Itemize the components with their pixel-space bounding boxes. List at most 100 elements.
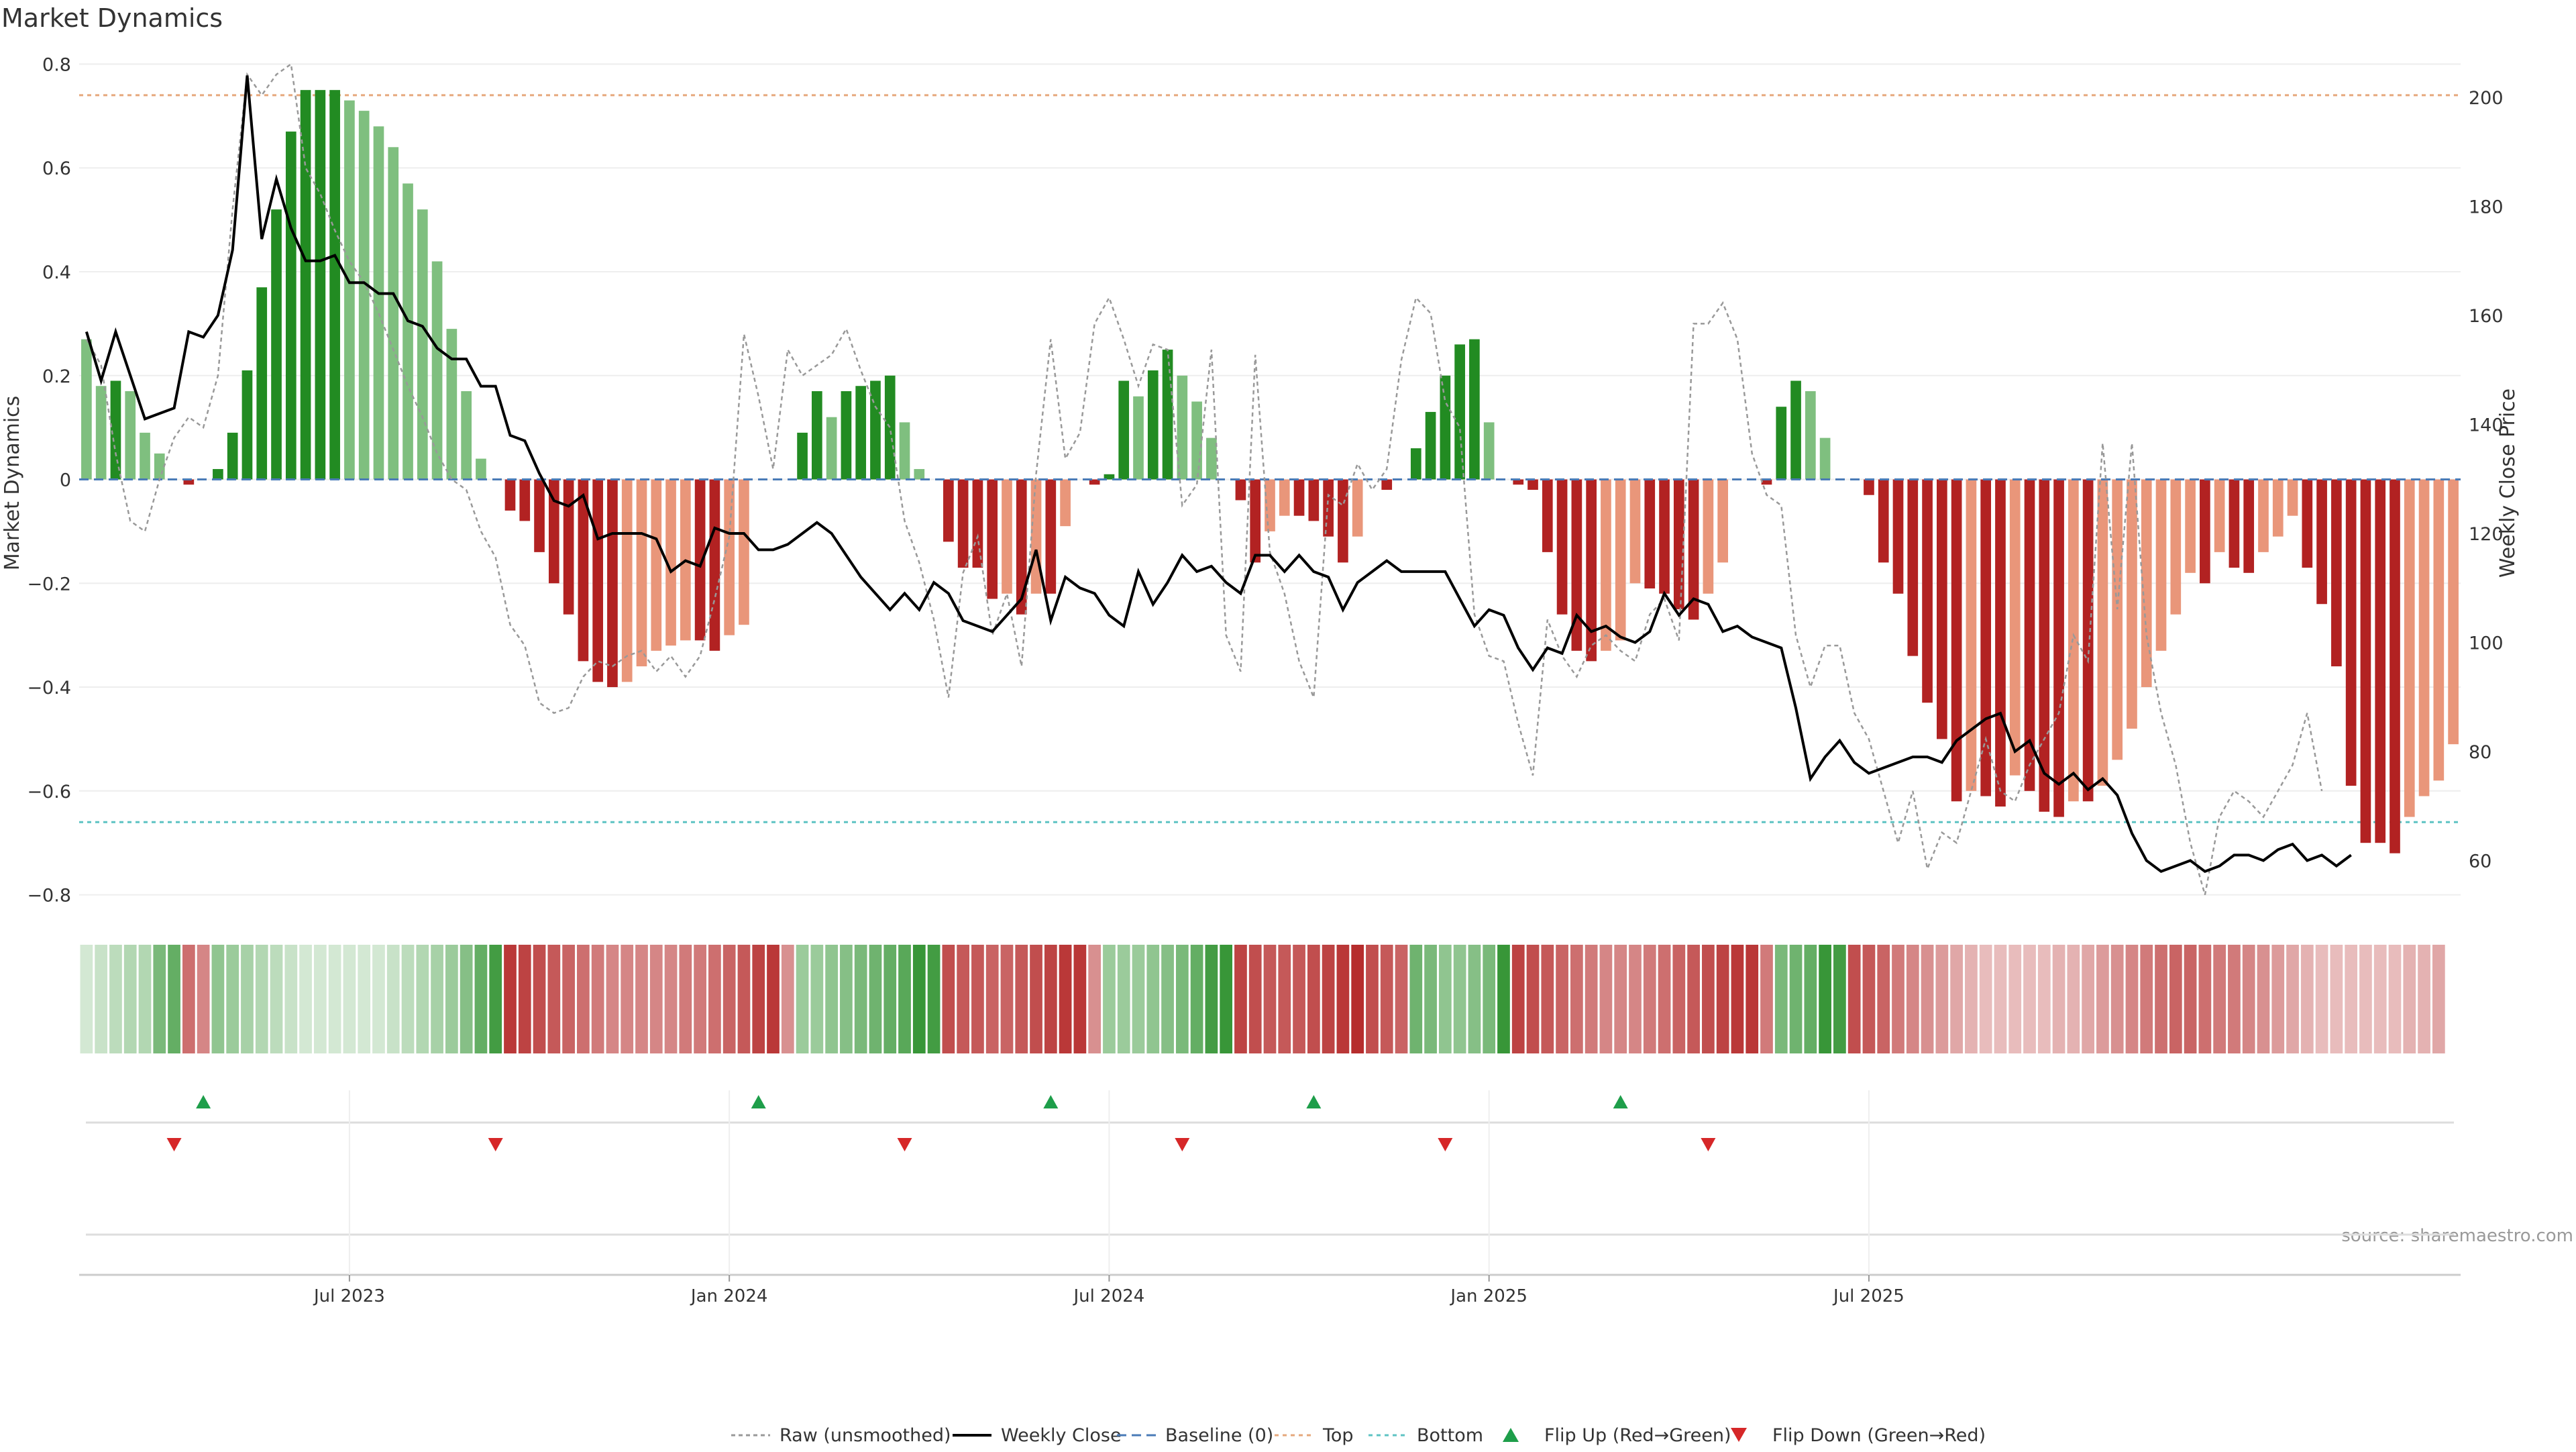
strip-cell: [255, 945, 268, 1053]
strip-cell: [226, 945, 239, 1053]
bar: [125, 391, 136, 480]
strip-cell: [1746, 945, 1759, 1053]
bar: [1937, 479, 1947, 739]
bar: [329, 90, 340, 480]
strip-cell: [942, 945, 955, 1053]
y-axis-label: Market Dynamics: [1, 396, 24, 571]
strip-cell: [2257, 945, 2270, 1053]
raw-series-line: [85, 62, 2323, 895]
y2-tick-label: 100: [2469, 633, 2504, 654]
strip-cell: [2023, 945, 2036, 1053]
strip-cell: [985, 945, 999, 1053]
source-note: source: sharemaestro.com: [2341, 1226, 2573, 1246]
strip-cell: [1424, 945, 1437, 1053]
strip-cell: [2286, 945, 2299, 1053]
strip-cell: [1541, 945, 1554, 1053]
bar: [1673, 479, 1684, 609]
strip-cell: [1511, 945, 1525, 1053]
bar: [2039, 479, 2050, 812]
bar: [2214, 479, 2225, 552]
strip-cell: [1293, 945, 1305, 1053]
bar: [592, 479, 603, 682]
strip-cell: [1979, 945, 1992, 1053]
bar: [1513, 479, 1524, 485]
y-tick-label: −0.6: [27, 782, 71, 802]
strip-cell: [1351, 945, 1364, 1053]
strip-cell: [957, 945, 970, 1053]
bar: [1440, 375, 1451, 480]
strip-cell: [2213, 945, 2226, 1053]
bar: [1352, 479, 1363, 537]
y2-tick-label: 80: [2469, 742, 2491, 763]
bar: [358, 111, 370, 480]
bar: [665, 479, 676, 646]
bar: [1469, 339, 1480, 480]
strip-cell: [1599, 945, 1613, 1053]
strip-cell: [1847, 945, 1861, 1053]
strip-cell: [1556, 945, 1568, 1053]
strip-cell: [840, 945, 853, 1053]
strip-cell: [1132, 945, 1145, 1053]
bar: [1556, 479, 1568, 615]
bar: [2053, 479, 2064, 817]
strip-cell: [796, 945, 809, 1053]
strip-cell: [123, 945, 137, 1053]
bar: [651, 479, 662, 651]
bar: [709, 479, 720, 651]
strip-cell: [182, 945, 195, 1053]
strip-cell: [1658, 945, 1671, 1053]
y2-tick-label: 60: [2469, 851, 2491, 872]
strip-cell: [1234, 945, 1247, 1053]
strip-cell: [1395, 945, 1408, 1053]
bar: [95, 386, 107, 480]
strip-cell: [737, 945, 751, 1053]
strip-cell: [767, 945, 780, 1053]
bar: [2316, 479, 2327, 605]
bar: [2185, 479, 2196, 573]
bar: [1118, 380, 1130, 480]
bar: [899, 422, 910, 480]
bar: [2390, 479, 2400, 853]
bar: [2287, 479, 2298, 516]
strip-cell: [1935, 945, 1949, 1053]
bar: [344, 100, 355, 480]
bar: [446, 329, 458, 480]
bar: [241, 370, 253, 480]
strip-cell: [2300, 945, 2314, 1053]
bar: [2170, 479, 2182, 615]
bar: [1790, 380, 1801, 480]
bar: [1995, 479, 2006, 807]
legend-label: Baseline (0): [1165, 1425, 1273, 1446]
bar: [884, 375, 896, 480]
strip-cell: [1366, 945, 1379, 1053]
strip-cell: [621, 945, 634, 1053]
strip-cell: [1483, 945, 1496, 1053]
bar: [2360, 479, 2371, 843]
flip-down-marker: [1701, 1138, 1716, 1151]
strip-cell: [898, 945, 911, 1053]
strip-cell: [1497, 945, 1510, 1053]
strip-cell: [1994, 945, 2007, 1053]
bar: [2082, 479, 2094, 802]
strip-cell: [1175, 945, 1189, 1053]
bar: [2272, 479, 2284, 537]
bar: [1089, 479, 1100, 485]
bar: [2127, 479, 2137, 729]
flip-panel: [79, 1090, 2461, 1282]
strip-cell: [2140, 945, 2153, 1053]
bar: [81, 339, 92, 480]
bar: [2155, 479, 2167, 651]
strip-cell: [518, 945, 531, 1053]
strip-cell: [299, 945, 312, 1053]
strip-cell: [95, 945, 108, 1053]
strip-cell: [1526, 945, 1540, 1053]
bar: [1659, 479, 1670, 594]
strip-cell: [1015, 945, 1028, 1053]
strip-cell: [328, 945, 341, 1053]
bar: [578, 479, 589, 662]
strip-cell: [1672, 945, 1686, 1053]
strip-cell: [2096, 945, 2109, 1053]
y2-tick-label: 180: [2469, 197, 2504, 218]
bar: [1265, 479, 1275, 531]
